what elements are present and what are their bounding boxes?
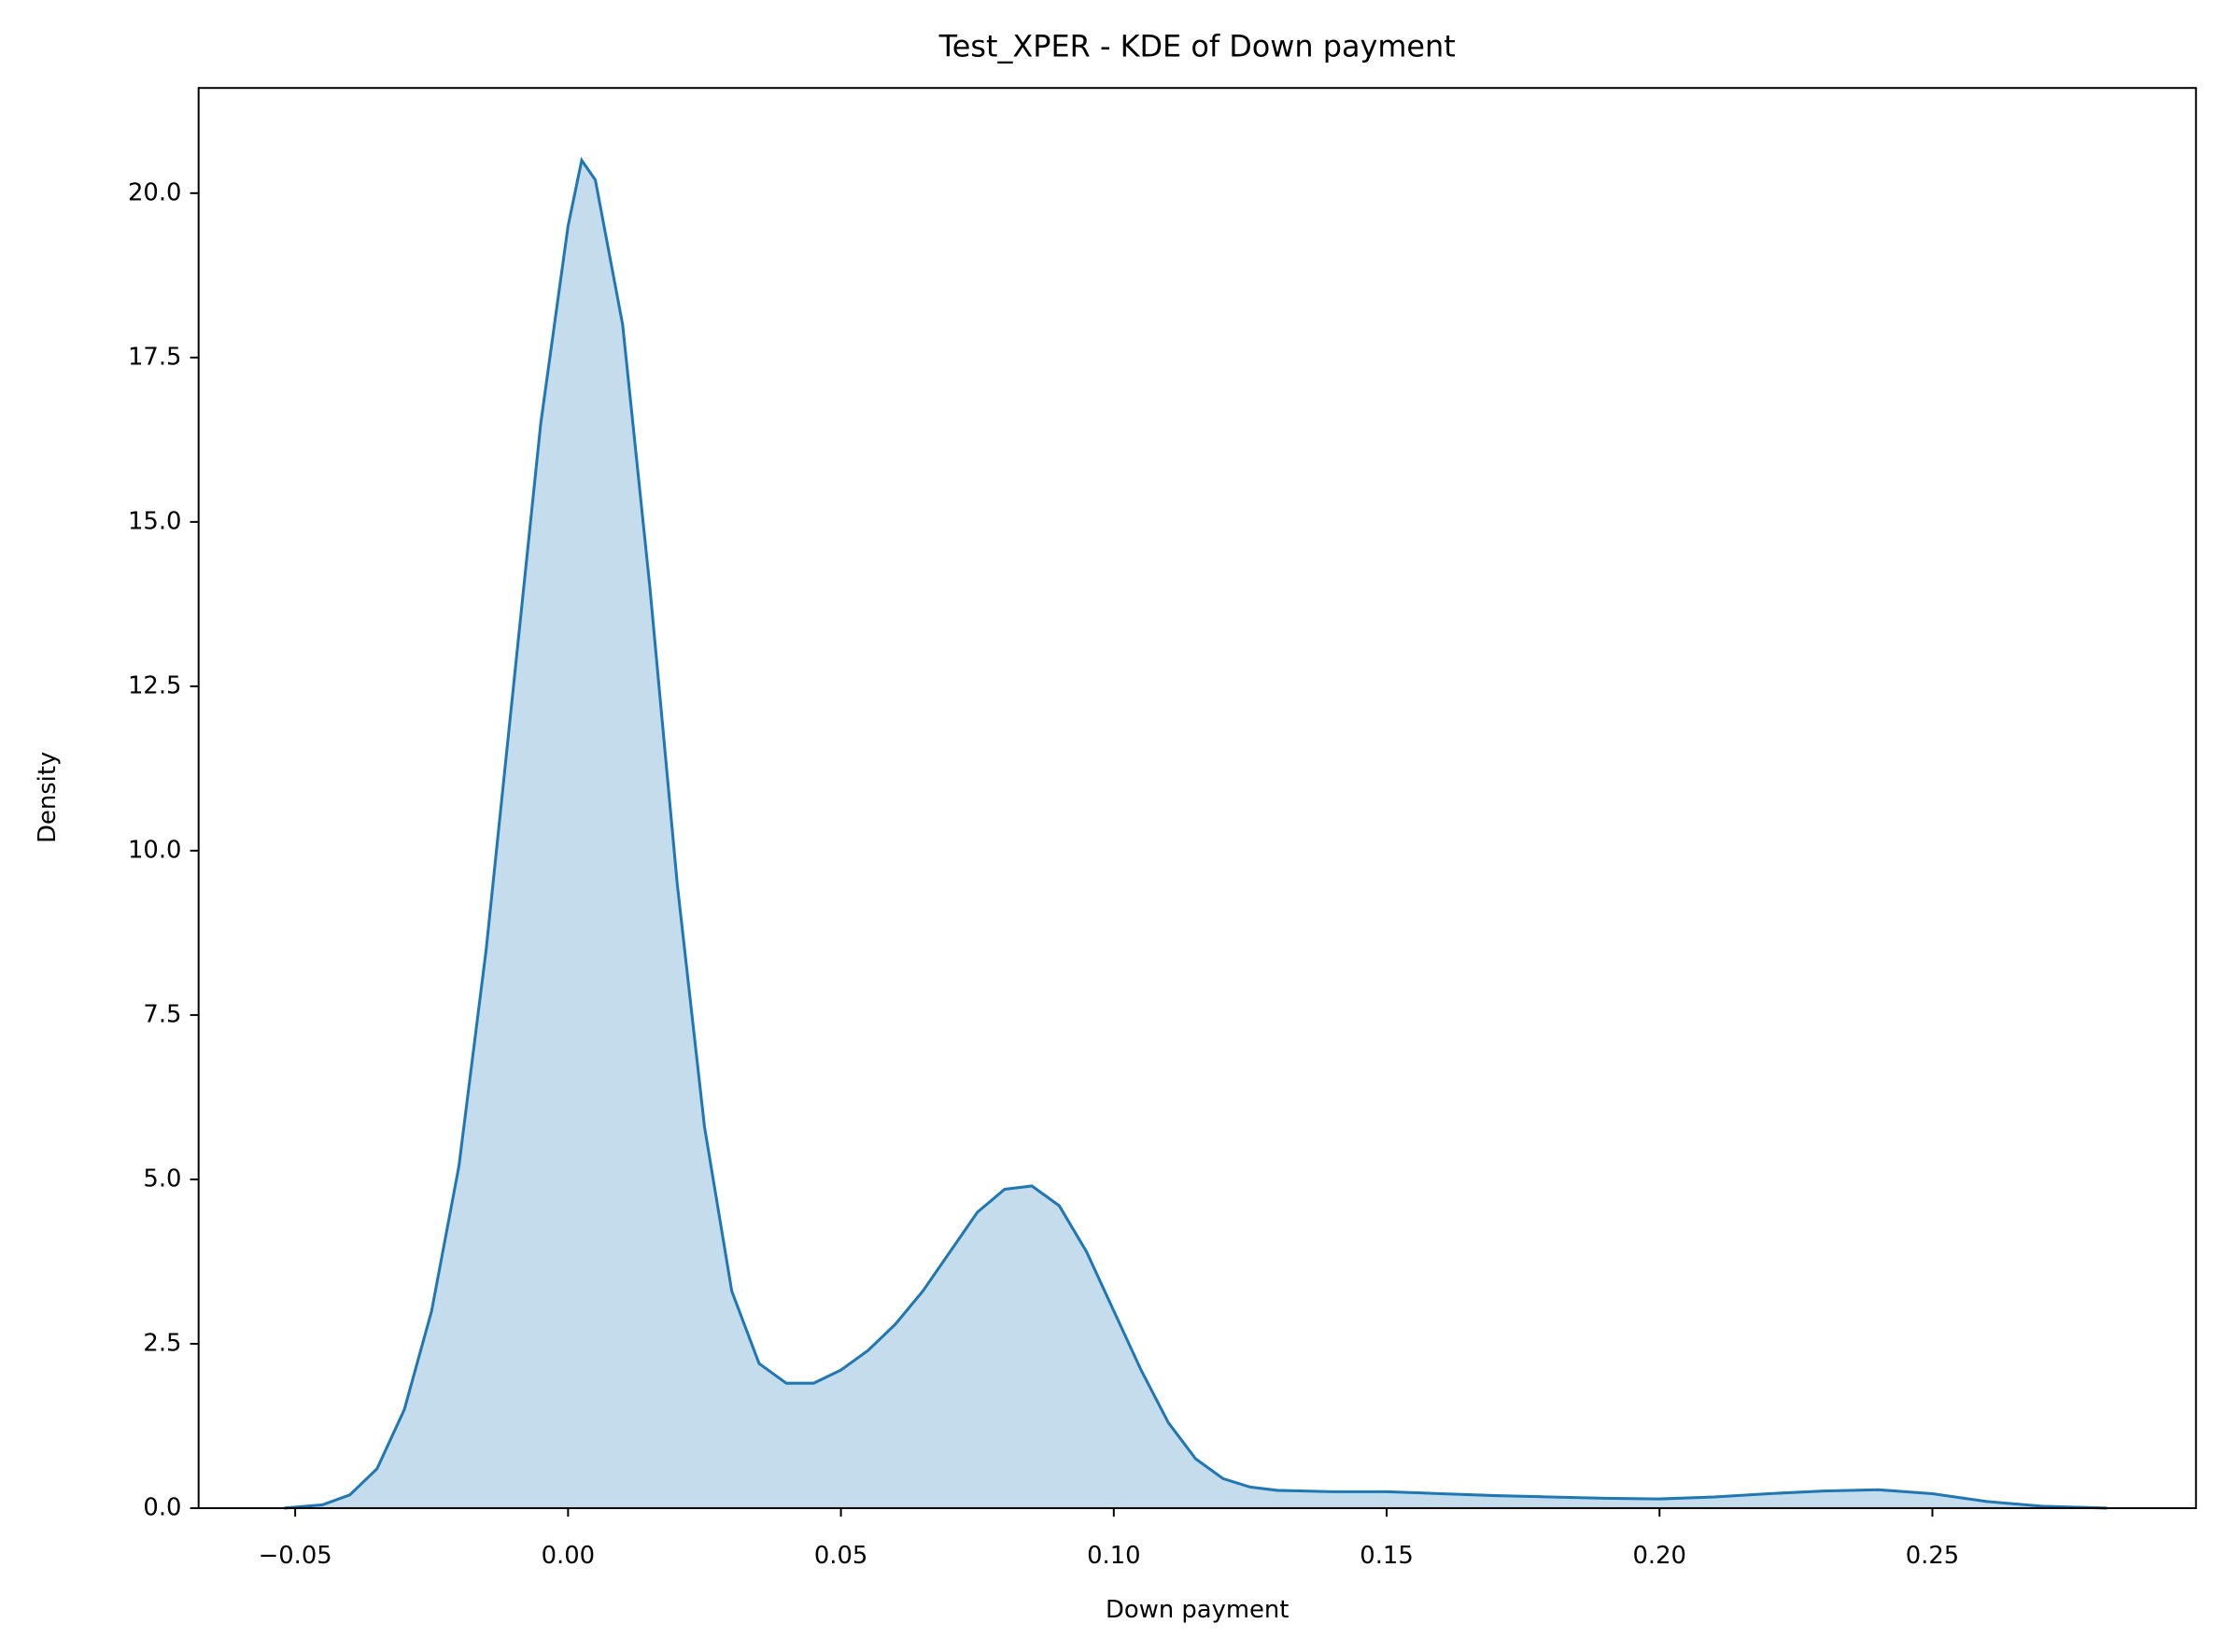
kde-area [284, 160, 2107, 1508]
y-tick-label: 10.0 [128, 836, 181, 864]
y-tick-label: 0.0 [143, 1493, 181, 1521]
x-axis-label: Down payment [1106, 1596, 1289, 1624]
chart-title: Test_XPER - KDE of Down payment [938, 29, 1456, 64]
y-tick-label: 12.5 [128, 671, 181, 699]
x-tick-label: 0.10 [1087, 1542, 1140, 1570]
y-axis-label: Density [34, 752, 62, 843]
y-tick-label: 15.0 [128, 507, 181, 535]
x-tick-label: 0.05 [814, 1542, 867, 1570]
y-tick-label: 2.5 [143, 1329, 181, 1357]
y-tick-label: 20.0 [128, 178, 181, 206]
kde-line [284, 156, 2107, 1510]
x-tick-label: 0.15 [1360, 1542, 1413, 1570]
y-tick-label: 7.5 [143, 1000, 181, 1028]
x-tick-label: −0.05 [259, 1542, 332, 1570]
y-tick-label: 17.5 [128, 343, 181, 371]
x-tick-label: 0.00 [542, 1542, 595, 1570]
y-tick-label: 5.0 [143, 1165, 181, 1193]
plot-frame [197, 87, 2197, 1509]
x-tick-label: 0.20 [1633, 1542, 1686, 1570]
x-tick-label: 0.25 [1906, 1542, 1959, 1570]
